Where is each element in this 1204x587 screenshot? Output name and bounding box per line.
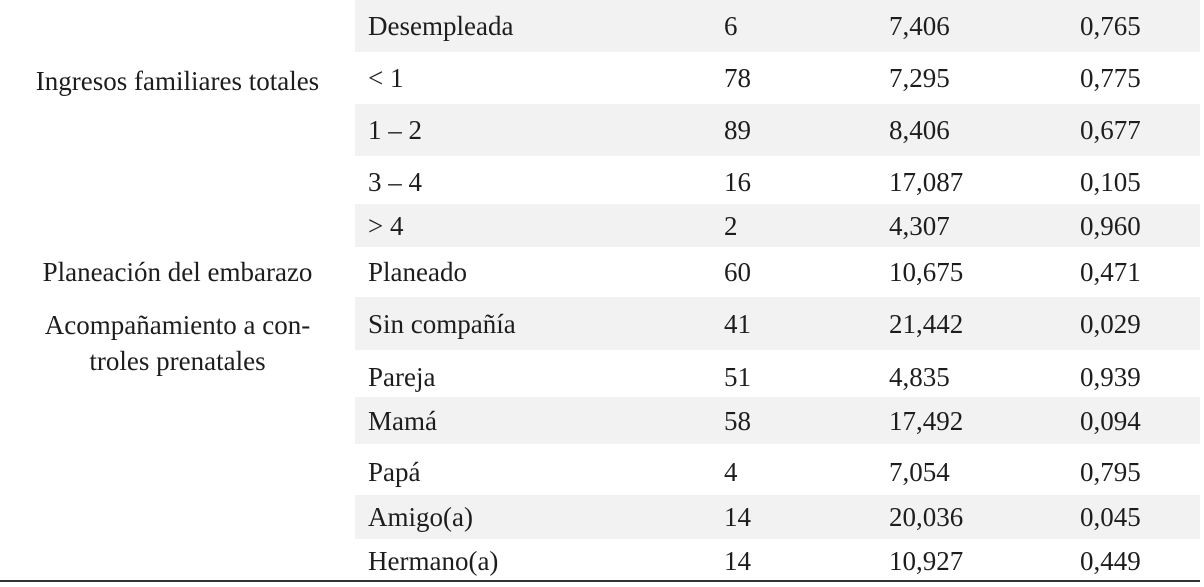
cell-category: Hermano(a) — [368, 546, 499, 576]
cell-n: 14 — [724, 546, 751, 576]
table-row: 3 – 4 16 17,087 0,105 — [355, 156, 1200, 204]
group-label-acompanamiento: Acompañamiento a con- troles prenatales — [0, 303, 355, 379]
cell-category: Planeado — [368, 257, 467, 287]
table-row: Hermano(a) 14 10,927 0,449 — [355, 539, 1200, 580]
cell-p: 0,775 — [1080, 63, 1141, 93]
group-ingresos: Ingresos familiares totales — [0, 52, 1200, 247]
group-planeacion: Planeación del embarazo — [0, 247, 1200, 297]
cell-or: 21,442 — [889, 309, 964, 339]
cell-p: 0,094 — [1080, 406, 1141, 436]
cell-p: 0,765 — [1080, 11, 1141, 41]
cell-category: Desempleada — [368, 11, 514, 41]
cell-or: 7,295 — [889, 63, 950, 93]
left-shade-top — [0, 0, 355, 52]
cell-or: 20,036 — [889, 502, 964, 532]
cell-n: 2 — [724, 211, 738, 241]
cell-n: 41 — [724, 309, 751, 339]
cell-p: 0,677 — [1080, 115, 1141, 145]
table-row: Sin compañía 41 21,442 0,029 — [355, 297, 1200, 350]
cell-category: > 4 — [368, 211, 404, 241]
cell-p: 0,471 — [1080, 257, 1141, 287]
cell-p: 0,795 — [1080, 457, 1141, 487]
cell-n: 51 — [724, 362, 751, 392]
cell-or: 4,835 — [889, 362, 950, 392]
cell-or: 17,492 — [889, 406, 964, 436]
table-row: > 4 2 4,307 0,960 — [355, 204, 1200, 247]
cell-or: 4,307 — [889, 211, 950, 241]
table-row: Planeado 60 10,675 0,471 — [355, 247, 1200, 297]
table-row: Papá 4 7,054 0,795 — [355, 444, 1200, 495]
cell-category: 3 – 4 — [368, 167, 422, 197]
cell-p: 0,029 — [1080, 309, 1141, 339]
cell-p: 0,960 — [1080, 211, 1141, 241]
table-row: Desempleada 6 7,406 0,765 — [355, 0, 1200, 52]
cell-or: 7,054 — [889, 457, 950, 487]
cell-or: 8,406 — [889, 115, 950, 145]
cell-n: 78 — [724, 63, 751, 93]
group-label-ingresos: Ingresos familiares totales — [35, 66, 320, 96]
cell-p: 0,449 — [1080, 546, 1141, 576]
table-row: 1 – 2 89 8,406 0,677 — [355, 104, 1200, 156]
cell-or: 10,675 — [889, 257, 964, 287]
cell-p: 0,045 — [1080, 502, 1141, 532]
cell-n: 58 — [724, 406, 751, 436]
bottom-rule — [0, 580, 1200, 582]
table-row: < 1 78 7,295 0,775 — [355, 52, 1200, 104]
cell-or: 17,087 — [889, 167, 964, 197]
cell-category: Pareja — [368, 362, 436, 392]
group-label-line-2: troles prenatales — [89, 346, 266, 376]
cell-p: 0,939 — [1080, 362, 1141, 392]
cell-category: Amigo(a) — [368, 502, 473, 532]
cell-p: 0,105 — [1080, 167, 1141, 197]
cell-category: Mamá — [368, 406, 437, 436]
cell-n: 16 — [724, 167, 751, 197]
table-row: Amigo(a) 14 20,036 0,045 — [355, 495, 1200, 539]
group-acompanamiento: Acompañamiento a con- troles prenatales — [0, 297, 1200, 580]
group-label-line-1: Acompañamiento a con- — [44, 310, 311, 340]
cell-or: 7,406 — [889, 11, 950, 41]
cell-n: 89 — [724, 115, 751, 145]
table-row: Pareja 51 4,835 0,939 — [355, 350, 1200, 397]
table-row: Mamá 58 17,492 0,094 — [355, 397, 1200, 444]
cell-or: 10,927 — [889, 546, 964, 576]
cell-category: < 1 — [368, 63, 404, 93]
cell-category: 1 – 2 — [368, 115, 422, 145]
group-label-planeacion: Planeación del embarazo — [42, 257, 313, 287]
cell-n: 6 — [724, 11, 738, 41]
cell-n: 14 — [724, 502, 751, 532]
cell-category: Papá — [368, 457, 421, 487]
cell-category: Sin compañía — [368, 309, 516, 339]
cell-n: 4 — [724, 457, 738, 487]
cell-n: 60 — [724, 257, 751, 287]
